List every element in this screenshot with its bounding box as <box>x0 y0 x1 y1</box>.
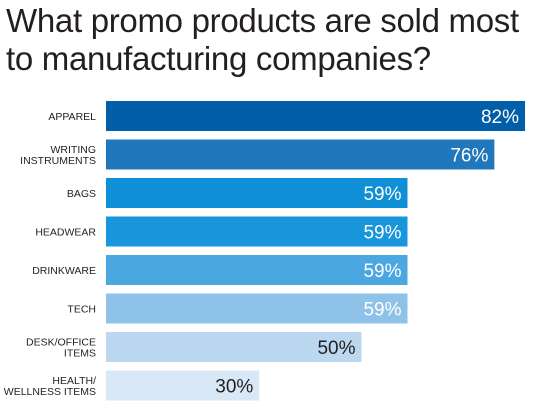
chart-title: What promo products are sold most to man… <box>6 2 544 78</box>
category-label-6: DESK/OFFICE ITEMS <box>26 337 96 360</box>
category-label-7-line-0: HEALTH/ <box>52 375 96 387</box>
value-label-5: 59% <box>363 300 401 321</box>
bar-5 <box>106 293 408 324</box>
bar-1 <box>106 139 495 170</box>
category-label-1: WRITING INSTRUMENTS <box>20 144 96 167</box>
category-label-0-line-0: APPAREL <box>48 111 96 123</box>
chart-title-line-1: What promo products are sold most <box>6 2 519 39</box>
value-label-7: 30% <box>215 377 253 398</box>
category-label-3-line-0: HEADWEAR <box>35 227 96 239</box>
category-label-4-line-0: DRINKWARE <box>32 265 96 277</box>
category-label-1-line-1: INSTRUMENTS <box>20 155 96 167</box>
category-label-2-line-0: BAGS <box>67 188 96 200</box>
value-label-3: 59% <box>363 223 401 244</box>
category-label-5-line-0: TECH <box>67 304 96 316</box>
bar-3 <box>106 216 408 247</box>
category-label-2: BAGS <box>67 188 96 200</box>
value-label-1: 76% <box>450 146 488 167</box>
value-label-4: 59% <box>363 261 401 282</box>
category-label-7-line-1: WELLNESS ITEMS <box>4 386 96 398</box>
category-label-6-line-1: ITEMS <box>64 348 96 360</box>
chart-title-line-2: to manufacturing companies? <box>6 40 431 77</box>
bar-4 <box>106 255 408 285</box>
bar-7 <box>106 370 260 401</box>
category-label-5: TECH <box>67 304 96 316</box>
bar-2 <box>106 178 408 208</box>
value-label-2: 59% <box>363 184 401 205</box>
bar-0 <box>106 101 526 131</box>
value-label-6: 50% <box>317 338 355 359</box>
category-label-7: HEALTH/WELLNESS ITEMS <box>4 375 96 398</box>
bar-6 <box>106 332 362 362</box>
category-label-0: APPAREL <box>48 111 96 123</box>
category-label-3: HEADWEAR <box>35 227 96 239</box>
category-label-1-line-0: WRITING <box>51 144 97 156</box>
category-label-4: DRINKWARE <box>32 265 96 277</box>
category-label-6-line-0: DESK/OFFICE <box>26 337 96 349</box>
value-label-0: 82% <box>481 107 519 128</box>
